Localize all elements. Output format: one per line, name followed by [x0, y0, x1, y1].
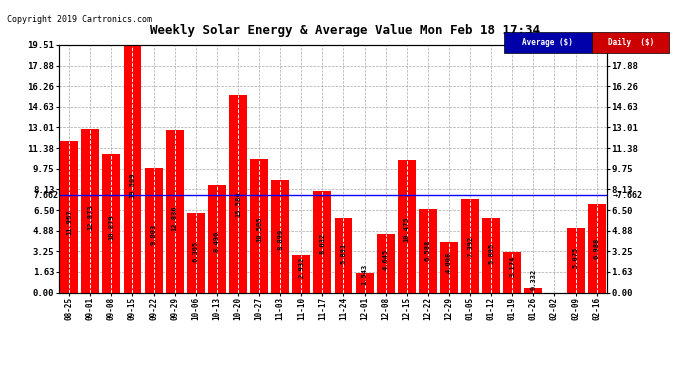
Bar [208, 185, 226, 292]
Bar [81, 129, 99, 292]
Text: 11.967: 11.967 [66, 209, 72, 235]
Text: 12.836: 12.836 [172, 205, 178, 231]
Text: 10.879: 10.879 [108, 214, 115, 240]
Text: Copyright 2019 Cartronics.com: Copyright 2019 Cartronics.com [7, 15, 152, 24]
Text: 6.588: 6.588 [425, 240, 431, 261]
Text: 1.543: 1.543 [362, 264, 368, 285]
Text: →7.662: →7.662 [613, 191, 642, 200]
Text: 7.662: 7.662 [34, 191, 59, 200]
Text: 7.392: 7.392 [467, 236, 473, 257]
Text: 4.008: 4.008 [446, 252, 452, 273]
Text: 8.032: 8.032 [319, 232, 326, 254]
Bar [271, 180, 289, 292]
Bar [60, 141, 78, 292]
Text: 9.803: 9.803 [150, 224, 157, 245]
Bar [566, 228, 584, 292]
Bar [524, 288, 542, 292]
Bar [355, 273, 373, 292]
Bar [398, 160, 416, 292]
Text: 19.509: 19.509 [130, 173, 135, 198]
Text: 6.988: 6.988 [593, 238, 600, 259]
Text: 10.475: 10.475 [404, 216, 410, 242]
Bar [482, 218, 500, 292]
Text: 8.890: 8.890 [277, 228, 283, 250]
Bar [145, 168, 163, 292]
Text: Daily  ($): Daily ($) [607, 38, 654, 47]
Bar [440, 242, 458, 292]
Text: 4.645: 4.645 [383, 249, 388, 270]
Bar [250, 159, 268, 292]
Text: 3.174: 3.174 [509, 256, 515, 277]
Bar [503, 252, 521, 292]
Text: 8.496: 8.496 [214, 230, 220, 252]
Bar [419, 209, 437, 292]
Text: Weekly Solar Energy & Average Value Mon Feb 18 17:34: Weekly Solar Energy & Average Value Mon … [150, 24, 540, 38]
Bar [588, 204, 606, 292]
Bar [313, 190, 331, 292]
Text: 0.332: 0.332 [531, 269, 536, 290]
Bar [102, 154, 120, 292]
Text: 2.932: 2.932 [298, 257, 304, 278]
Bar [293, 255, 310, 292]
Text: 5.891: 5.891 [340, 243, 346, 264]
Bar [335, 218, 353, 292]
Bar [124, 45, 141, 292]
Text: Average ($): Average ($) [522, 38, 573, 47]
Text: 5.075: 5.075 [573, 247, 578, 268]
Text: 12.873: 12.873 [88, 205, 93, 231]
Bar [166, 130, 184, 292]
Bar [461, 199, 479, 292]
Bar [229, 95, 247, 292]
Text: 15.584: 15.584 [235, 192, 241, 217]
Bar [377, 234, 395, 292]
Text: 6.305: 6.305 [193, 241, 199, 262]
Text: 5.895: 5.895 [488, 243, 494, 264]
Bar [187, 213, 205, 292]
Text: 10.505: 10.505 [256, 216, 262, 242]
